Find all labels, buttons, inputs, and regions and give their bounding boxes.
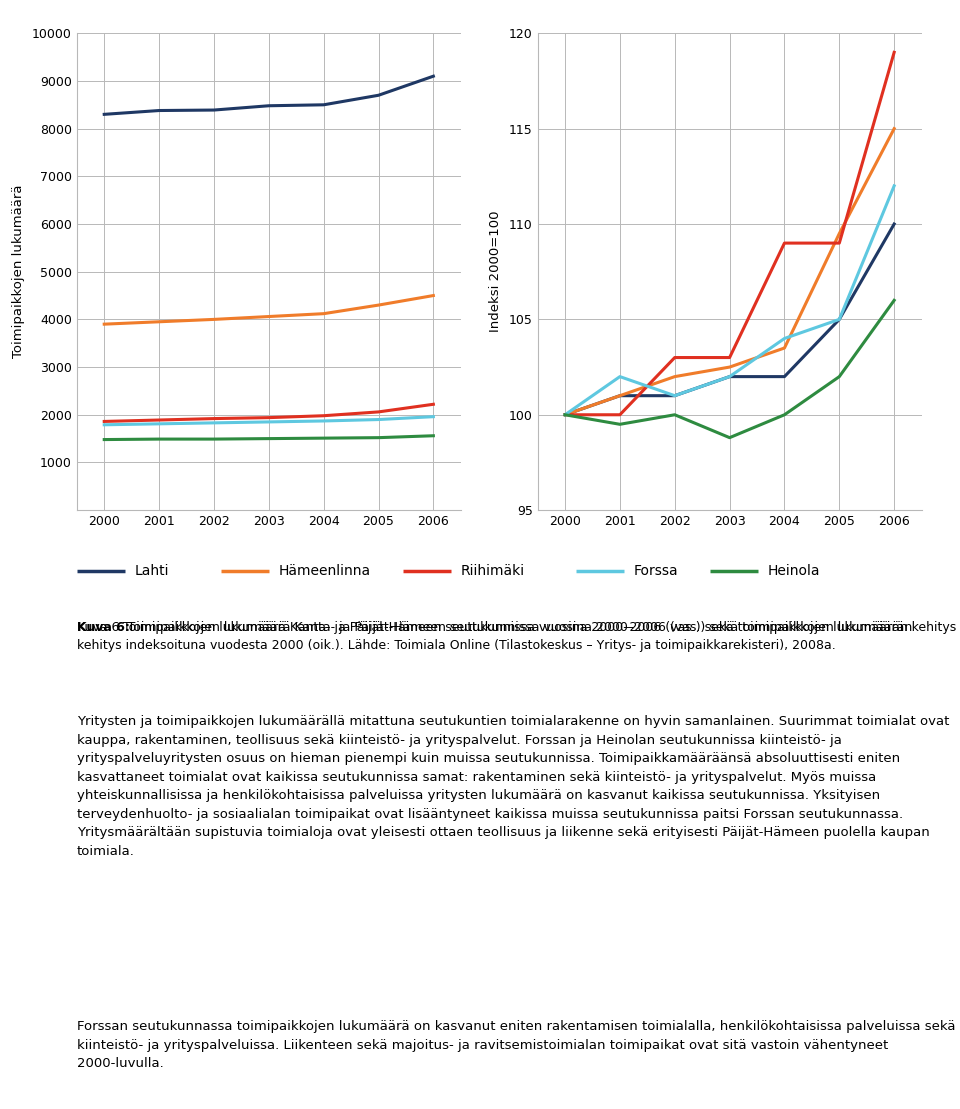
Text: Kuva 6: Toimipaikkojen lukumäärä Kanta- ja Päijät-Hämeen seutukunnissa vuosina 2: Kuva 6: Toimipaikkojen lukumäärä Kanta- … [77,621,912,652]
Text: Forssa: Forssa [634,564,678,578]
Text: Toimipaikkojen lukumäärä Kanta- ja Päijät-Hämeen seutukunnissa vuosina 2000–2006: Toimipaikkojen lukumäärä Kanta- ja Päijä… [123,621,960,634]
Text: Riihimäki: Riihimäki [461,564,525,578]
Text: Yritysten ja toimipaikkojen lukumäärällä mitattuna seutukuntien toimialarakenne : Yritysten ja toimipaikkojen lukumäärällä… [77,715,949,857]
Text: Hämeenlinna: Hämeenlinna [278,564,371,578]
Y-axis label: Toimipaikkojen lukumäärä: Toimipaikkojen lukumäärä [12,185,25,358]
Text: Forssan seutukunnassa toimipaikkojen lukumäärä on kasvanut eniten rakentamisen t: Forssan seutukunnassa toimipaikkojen luk… [77,1020,955,1070]
Text: Kuva 6:: Kuva 6: [77,621,134,634]
Text: Lahti: Lahti [134,564,169,578]
Text: Heinola: Heinola [768,564,821,578]
Y-axis label: Indeksi 2000=100: Indeksi 2000=100 [489,211,502,333]
